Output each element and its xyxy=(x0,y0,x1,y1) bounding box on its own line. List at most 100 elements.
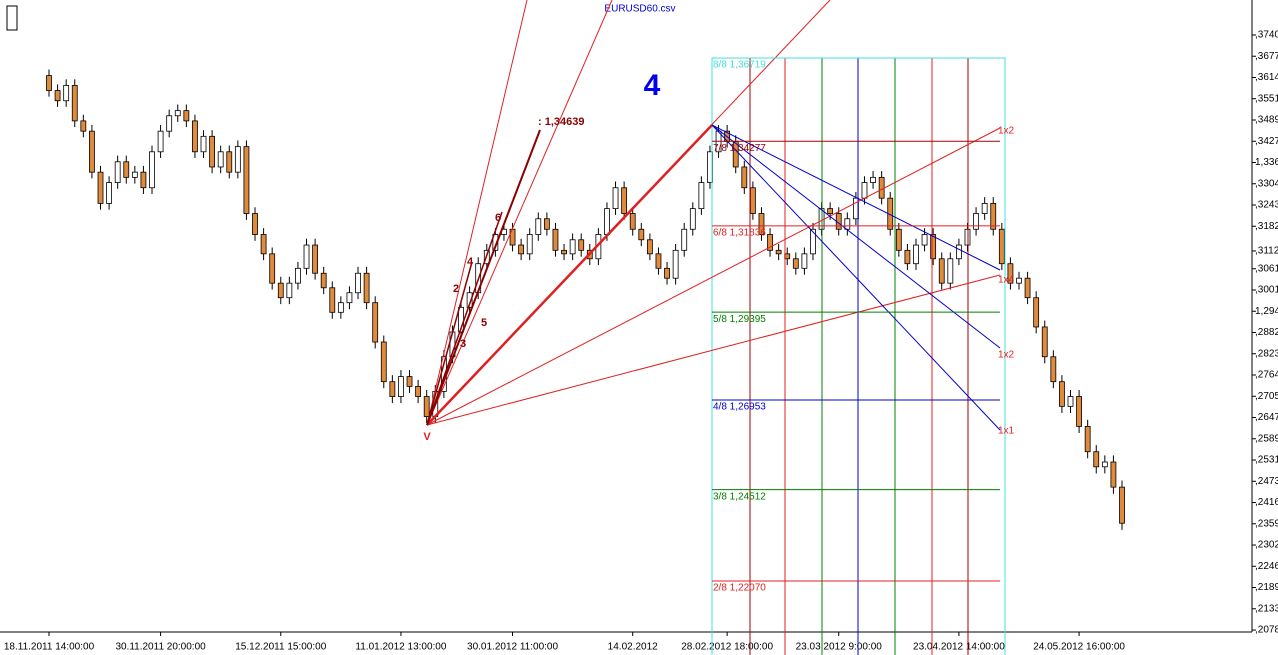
candle-body xyxy=(149,151,155,189)
x-tick-label: 18.11.2011 14:00:00 xyxy=(4,642,95,653)
murrey-label: 7/8 1,34277 xyxy=(713,143,766,154)
candle-body xyxy=(320,272,327,289)
candle-body xyxy=(89,130,95,173)
fan-line xyxy=(426,0,613,426)
price-label: : 1,34639 xyxy=(538,116,584,128)
wave-label: V xyxy=(423,431,431,443)
fan-line xyxy=(426,127,1001,426)
candle-body xyxy=(329,287,336,313)
candle-body xyxy=(543,218,550,230)
candle-body xyxy=(234,146,241,173)
candle-body xyxy=(1007,263,1014,284)
candle-body xyxy=(664,267,670,279)
candle-body xyxy=(183,110,190,122)
candle-body xyxy=(355,272,361,294)
chart-title: EURUSD60.csv xyxy=(604,4,675,15)
candle-body xyxy=(269,253,276,284)
candle-body xyxy=(604,208,610,235)
candle-body xyxy=(80,120,87,132)
fan-line xyxy=(426,0,528,426)
candle-body xyxy=(1101,461,1108,468)
y-tick-label: ,24165 xyxy=(1255,497,1278,508)
window-icon xyxy=(6,5,18,31)
wave-line xyxy=(426,261,473,426)
murrey-label: 5/8 1,29395 xyxy=(713,314,766,325)
candle-body xyxy=(277,282,284,299)
candle-body xyxy=(380,341,387,383)
wave-label: 6 xyxy=(495,212,501,224)
candle-body xyxy=(389,381,396,397)
wave-label: 4 xyxy=(467,256,474,268)
fan-label: 1x2 xyxy=(998,126,1015,137)
candle-body xyxy=(973,213,979,230)
fan-line xyxy=(711,124,1001,431)
candle-body xyxy=(612,187,619,210)
y-tick-label: ,37404 xyxy=(1255,30,1278,41)
candle-body xyxy=(655,253,662,269)
y-tick-label: ,27644 xyxy=(1255,370,1278,381)
candle-body xyxy=(174,110,181,117)
candle-body xyxy=(904,249,911,265)
candle-body xyxy=(260,234,267,255)
candle-body xyxy=(930,234,937,260)
wave-label: 2 xyxy=(453,283,459,295)
candle-body xyxy=(741,166,748,189)
candle-body xyxy=(1041,326,1048,358)
candle-body xyxy=(192,120,198,153)
y-tick-label: ,34896 xyxy=(1255,115,1278,126)
candle-body xyxy=(406,376,413,387)
candle-body xyxy=(535,218,542,235)
y-tick-label: 1,2942 xyxy=(1255,306,1278,317)
candle-body xyxy=(46,75,52,91)
murrey-label: 3/8 1,24512 xyxy=(713,491,766,502)
y-tick-label: ,25893 xyxy=(1255,433,1278,444)
y-tick-label: ,31826 xyxy=(1255,221,1278,232)
x-tick-label: 15.12.2011 15:00:00 xyxy=(235,642,326,653)
y-tick-label: ,26474 xyxy=(1255,412,1278,423)
candle-body xyxy=(217,151,224,168)
y-tick-label: ,36773 xyxy=(1255,51,1278,62)
x-tick-label: 23.04.2012 14:00:00 xyxy=(913,642,1005,653)
candle-body xyxy=(1093,451,1100,468)
candle-body xyxy=(295,267,301,284)
candle-body xyxy=(698,182,705,210)
candle-body xyxy=(938,258,945,284)
fan-label: 1x1 xyxy=(998,426,1015,437)
wave-label: 3 xyxy=(460,338,466,350)
fan-line xyxy=(426,274,1001,426)
x-tick-label: 24.05.2012 16:00:00 xyxy=(1033,642,1125,653)
y-tick-label: ,23027 xyxy=(1255,540,1278,551)
candle-body xyxy=(578,239,585,251)
candle-body xyxy=(895,228,902,251)
candle-body xyxy=(54,90,61,102)
candle-body xyxy=(956,244,962,260)
candle-body xyxy=(672,249,679,279)
y-tick-label: ,21899 xyxy=(1255,582,1278,593)
y-tick-label: ,28233 xyxy=(1255,348,1278,359)
candle-body xyxy=(998,228,1005,265)
y-tick-label: ,33045 xyxy=(1255,178,1278,189)
candle-body xyxy=(209,135,215,168)
candle-body xyxy=(106,182,112,204)
candle-body xyxy=(1067,396,1074,407)
x-tick-label: 30.11.2011 20:00:00 xyxy=(115,642,206,653)
candle-body xyxy=(286,282,293,299)
candle-body xyxy=(363,272,370,304)
candle-body xyxy=(63,85,70,102)
candle-body xyxy=(827,208,834,214)
candle-body xyxy=(569,239,576,255)
candle-body xyxy=(312,244,319,274)
candle-body xyxy=(621,187,628,214)
candle-body xyxy=(71,85,78,122)
candle-body xyxy=(200,135,207,153)
candle-body xyxy=(123,161,130,178)
y-tick-label: 1,3366 xyxy=(1255,157,1278,168)
y-tick-label: ,30617 xyxy=(1255,263,1278,274)
candle-body xyxy=(689,208,696,230)
candle-body xyxy=(921,234,928,246)
candle-body xyxy=(981,203,988,214)
fan-line xyxy=(711,124,1001,349)
